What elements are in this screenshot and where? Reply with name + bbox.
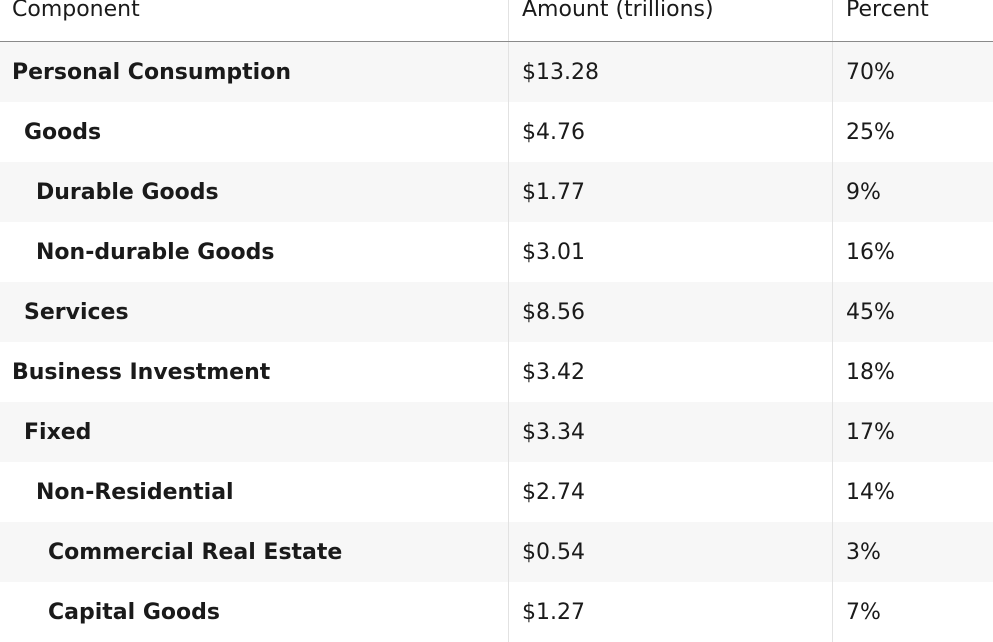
percent-cell: 45%: [846, 299, 895, 325]
percent-cell: 25%: [846, 119, 895, 145]
table-row: Commercial Real Estate $0.54 3%: [0, 522, 993, 582]
amount-cell: $1.77: [509, 162, 833, 222]
table-row: Durable Goods $1.77 9%: [0, 162, 993, 222]
amount-cell: $13.28: [509, 42, 833, 102]
table-row: Non-durable Goods $3.01 16%: [0, 222, 993, 282]
component-cell: Capital Goods: [0, 582, 509, 642]
component-cell: Personal Consumption: [0, 42, 509, 102]
amount-cell: $3.34: [509, 402, 833, 462]
table-header-row: Component Amount (trillions) Percent: [0, 0, 993, 42]
component-cell: Services: [0, 282, 509, 342]
amount-cell: $8.56: [509, 282, 833, 342]
table-row: Personal Consumption $13.28 70%: [0, 42, 993, 102]
percent-cell: 18%: [846, 359, 895, 385]
column-header-component: Component: [0, 0, 509, 41]
table-row: Fixed $3.34 17%: [0, 402, 993, 462]
percent-cell: 9%: [846, 179, 881, 205]
percent-cell: 70%: [846, 59, 895, 85]
component-cell: Fixed: [0, 402, 509, 462]
table-row: Capital Goods $1.27 7%: [0, 582, 993, 642]
component-cell: Commercial Real Estate: [0, 522, 509, 582]
amount-cell: $3.42: [509, 342, 833, 402]
table-row: Services $8.56 45%: [0, 282, 993, 342]
column-header-percent: Percent: [846, 0, 929, 22]
amount-cell: $2.74: [509, 462, 833, 522]
table-row: Non-Residential $2.74 14%: [0, 462, 993, 522]
component-cell: Goods: [0, 102, 509, 162]
amount-cell: $3.01: [509, 222, 833, 282]
component-cell: Non-durable Goods: [0, 222, 509, 282]
component-cell: Business Investment: [0, 342, 509, 402]
column-header-amount: Amount (trillions): [509, 0, 833, 41]
table-row: Business Investment $3.42 18%: [0, 342, 993, 402]
amount-cell: $1.27: [509, 582, 833, 642]
percent-cell: 17%: [846, 419, 895, 445]
amount-cell: $0.54: [509, 522, 833, 582]
component-cell: Non-Residential: [0, 462, 509, 522]
component-cell: Durable Goods: [0, 162, 509, 222]
percent-cell: 16%: [846, 239, 895, 265]
percent-cell: 14%: [846, 479, 895, 505]
amount-cell: $4.76: [509, 102, 833, 162]
percent-cell: 3%: [846, 539, 881, 565]
percent-cell: 7%: [846, 599, 881, 625]
table-row: Goods $4.76 25%: [0, 102, 993, 162]
